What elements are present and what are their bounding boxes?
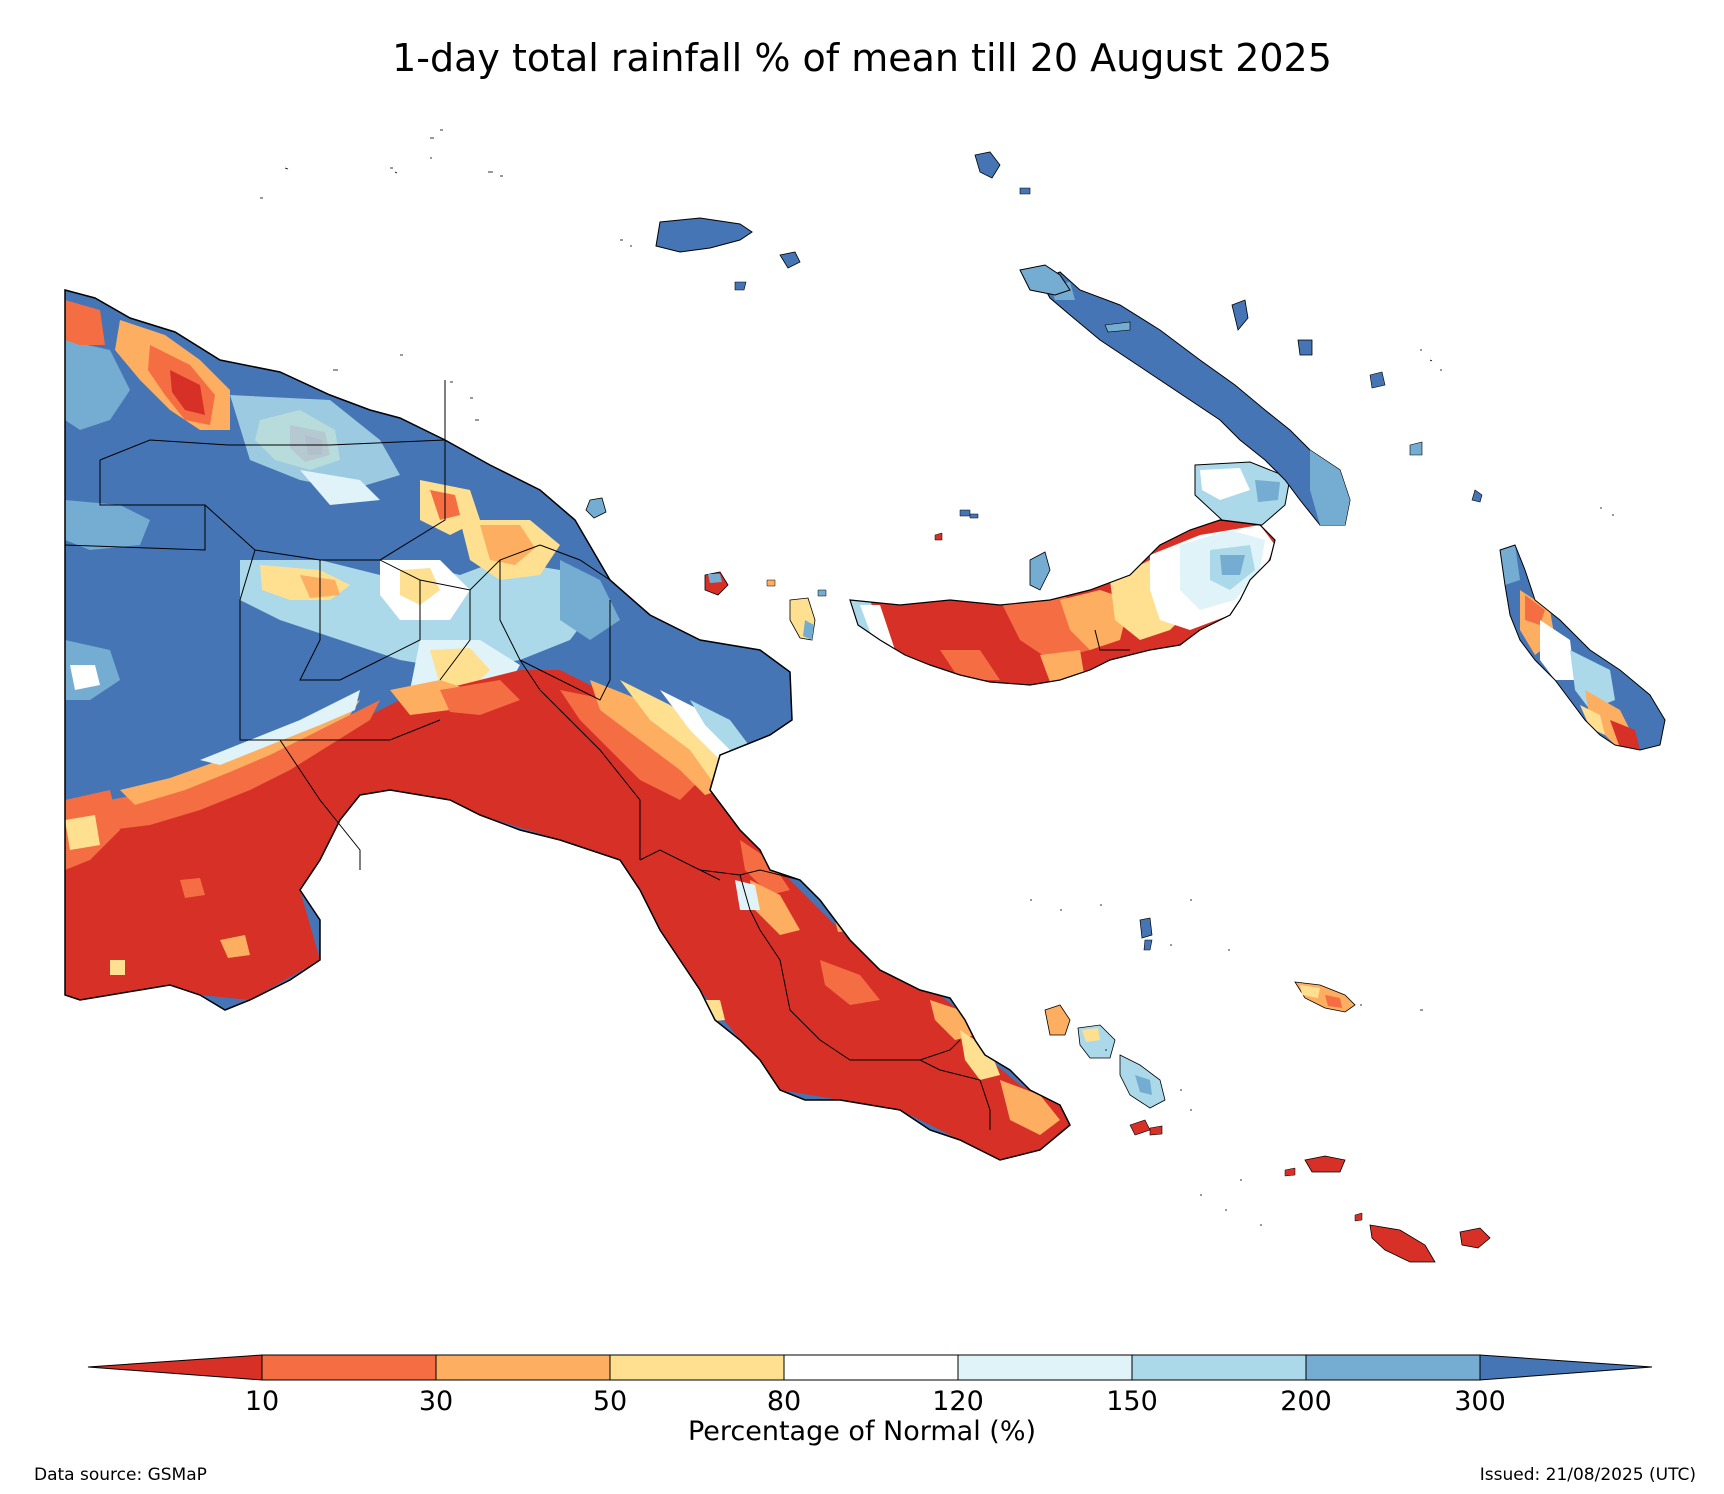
manus-island [655, 217, 801, 291]
colorbar-title: Percentage of Normal (%) [687, 1416, 1037, 1447]
trobriand-islands [1139, 917, 1153, 951]
tiny-islands [766, 509, 979, 597]
woodlark-island [1294, 981, 1356, 1013]
colorbar-segment [261, 1354, 437, 1381]
karkar-island [585, 497, 607, 519]
colorbar-arrow-low [87, 1354, 263, 1381]
colorbar-segment [435, 1354, 611, 1381]
map-title: 1-day total rainfall % of mean till 20 A… [392, 36, 1332, 80]
bougainville-island [1499, 544, 1666, 751]
louisiade-archipelago [1354, 1212, 1491, 1263]
mainland-png [64, 289, 1071, 1161]
colorbar-segment [609, 1354, 785, 1381]
colorbar-tick-label: 200 [1280, 1386, 1332, 1417]
colorbar-segment [1131, 1354, 1307, 1381]
colorbar-segment [957, 1354, 1133, 1381]
issued-date-label: Issued: 21/08/2025 (UTC) [1479, 1465, 1696, 1485]
colorbar-segment [783, 1354, 959, 1381]
new-ireland-island [1039, 271, 1351, 526]
long-island [704, 571, 729, 596]
dentrecasteaux-islands [1044, 1004, 1166, 1109]
colorbar-tick-label: 150 [1106, 1386, 1158, 1417]
st-matthias-islands [974, 151, 1031, 195]
umboi-island [789, 597, 816, 641]
northeast-islands [1231, 299, 1483, 503]
province-boundaries [64, 380, 991, 1130]
colorbar-tick-label: 50 [592, 1386, 628, 1417]
colorbar [87, 1354, 1653, 1381]
colorbar-tick-label: 30 [418, 1386, 454, 1417]
milne-bay-islands [1129, 1119, 1346, 1177]
colorbar-tick-label: 120 [932, 1386, 984, 1417]
new-hanover-island [1019, 264, 1131, 333]
colorbar-tick-label: 80 [766, 1386, 802, 1417]
colorbar-tick-label: 10 [244, 1386, 280, 1417]
colorbar-arrow-high [1479, 1354, 1653, 1381]
colorbar-tick-label: 300 [1454, 1386, 1506, 1417]
new-britain-island [849, 461, 1291, 686]
atoll-dots [260, 129, 1614, 1226]
data-source-label: Data source: GSMaP [34, 1465, 207, 1485]
colorbar-segment [1305, 1354, 1481, 1381]
